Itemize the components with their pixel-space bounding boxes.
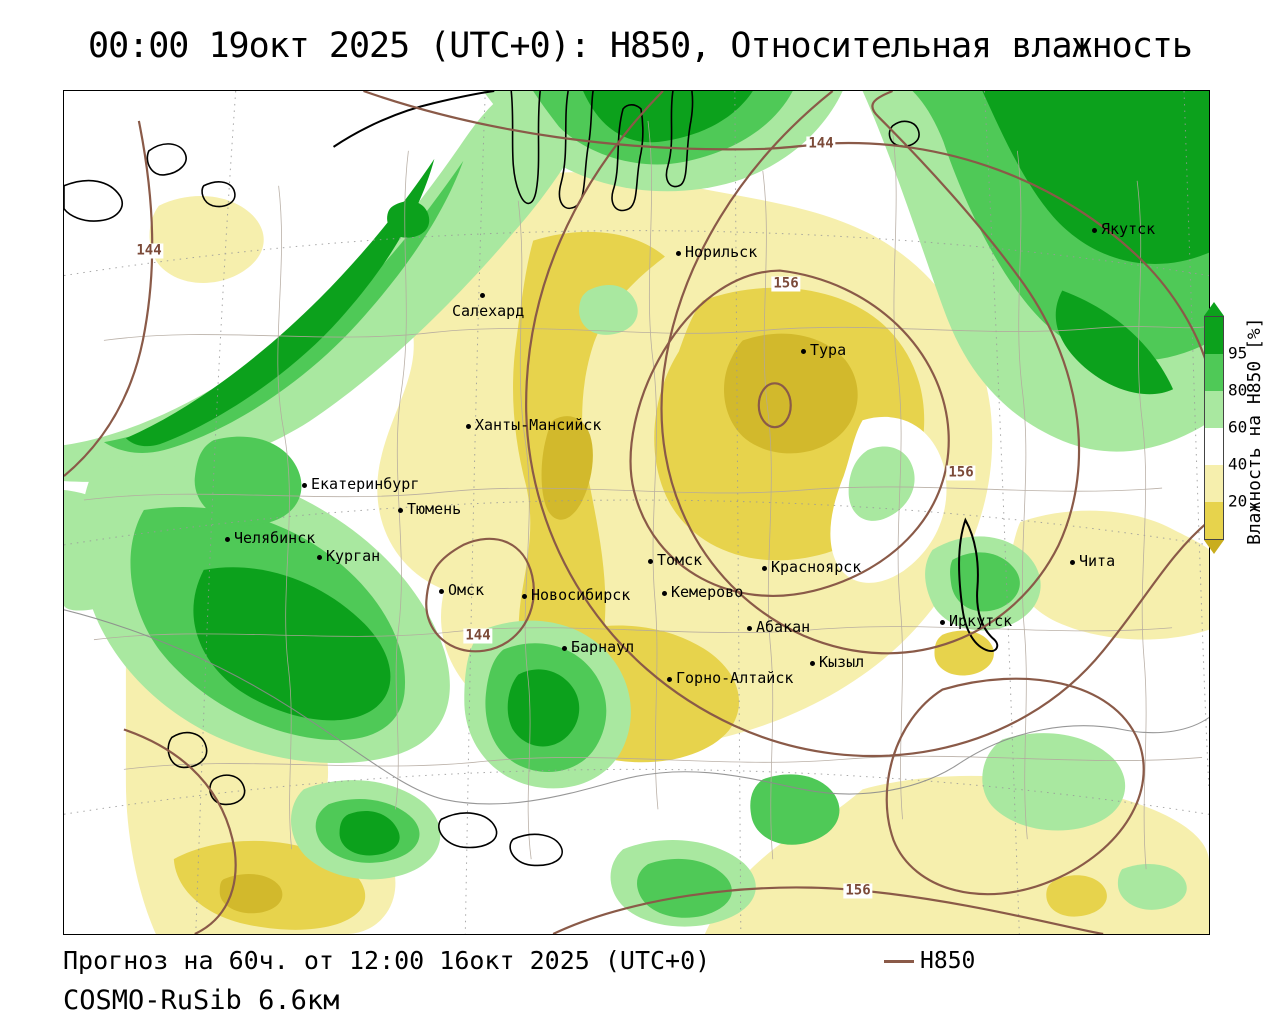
colorbar-segments (1204, 316, 1224, 540)
colorbar-arrow-down-icon (1204, 540, 1224, 554)
city-label: Томск (657, 551, 703, 569)
city-dot (522, 594, 527, 599)
city-dot (1070, 560, 1075, 565)
colorbar-title: Влажность на H850 [%] (1244, 317, 1265, 545)
city-label: Челябинск (234, 529, 316, 547)
city-dot (747, 626, 752, 631)
city-dot (439, 589, 444, 594)
graticule (64, 91, 1209, 934)
contour-high-center (757, 382, 792, 429)
map-overlay: Якутск Норильск Салехард Тура Ханты-Мансийск… (64, 91, 1209, 934)
city-label: Норильск (685, 243, 758, 261)
colorbar-arrow-up-icon (1204, 302, 1224, 316)
h850-legend-label: H850 (920, 948, 976, 974)
h850-legend-line (884, 960, 914, 963)
city-dot (801, 349, 806, 354)
city-label: Тюмень (407, 500, 462, 518)
map-area: Якутск Норильск Салехард Тура Ханты-Мансийск… (63, 90, 1210, 935)
contour-label: 144 (806, 135, 836, 152)
colorbar-segment (1205, 465, 1223, 502)
city-dot (398, 508, 403, 513)
colorbar-segment (1205, 354, 1223, 391)
city-dot (480, 293, 485, 298)
city-dot (466, 424, 471, 429)
humidity-green-layer (64, 91, 1209, 927)
city-dot (648, 559, 653, 564)
city-label: Иркутск (949, 612, 1013, 630)
contour-label: 156 (771, 275, 801, 292)
contour-144-loop (425, 537, 535, 653)
colorbar (1204, 302, 1224, 554)
h850-legend: H850 (884, 948, 975, 974)
city-label: Курган (326, 547, 381, 565)
colorbar-segment (1205, 391, 1223, 428)
city-dot (676, 251, 681, 256)
contour-label: 156 (946, 464, 976, 481)
colorbar-segment (1205, 317, 1223, 354)
lake-baikal (958, 517, 999, 653)
model-info: COSMO-RuSib 6.6км (63, 985, 340, 1016)
colorbar-segment (1205, 428, 1223, 465)
city-dot (317, 555, 322, 560)
colorbar-segment (1205, 502, 1223, 539)
page-title: 00:00 19окт 2025 (UTC+0): H850, Относите… (88, 26, 1193, 66)
city-label: Чита (1079, 552, 1116, 570)
city-label: Кызыл (819, 653, 865, 671)
contour-label: 156 (843, 882, 873, 899)
city-dot (667, 677, 672, 682)
city-label: Екатеринбург (311, 475, 420, 493)
city-label: Ханты-Мансийск (475, 416, 602, 434)
city-label: Красноярск (771, 558, 862, 576)
city-label: Барнаул (571, 638, 635, 656)
city-dot (940, 620, 945, 625)
colorbar-tick: 60 (1228, 417, 1248, 437)
city-label: Омск (448, 581, 485, 599)
colorbar-tick: 95 (1228, 343, 1248, 363)
city-dot (762, 566, 767, 571)
colorbar-tick: 20 (1228, 491, 1248, 511)
forecast-info: Прогноз на 60ч. от 12:00 16окт 2025 (UTC… (63, 946, 711, 975)
city-label: Горно-Алтайск (676, 669, 794, 687)
city-dot (810, 661, 815, 666)
city-dot (225, 537, 230, 542)
colorbar-ticks: 95 80 60 40 20 (1228, 302, 1268, 562)
city-dot (302, 483, 307, 488)
city-dot (562, 646, 567, 651)
contour-label: 144 (463, 627, 493, 644)
h850-contour-lines (64, 91, 1209, 934)
city-dot (662, 591, 667, 596)
city-label: Якутск (1101, 220, 1156, 238)
contour-label: 144 (134, 242, 164, 259)
humidity-map-svg (64, 91, 1209, 934)
city-label: Тура (810, 341, 847, 359)
city-label: Абакан (756, 618, 811, 636)
colorbar-tick: 80 (1228, 380, 1248, 400)
city-dot (1092, 228, 1097, 233)
colorbar-tick: 40 (1228, 454, 1248, 474)
city-label: Салехард (452, 302, 525, 320)
coastlines (64, 91, 999, 867)
city-label: Новосибирск (531, 586, 631, 604)
city-label: Кемерово (671, 583, 744, 601)
contour-156-loop (629, 269, 950, 597)
admin-borders (64, 120, 1209, 870)
